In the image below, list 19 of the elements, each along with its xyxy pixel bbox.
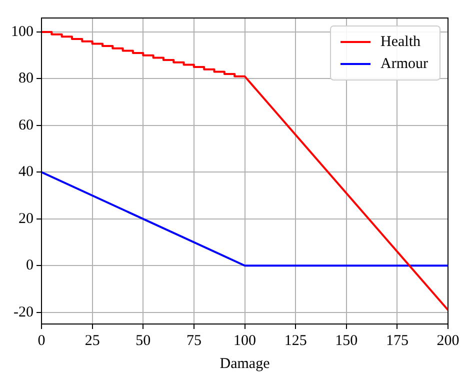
x-tick-label: 0 (38, 332, 46, 349)
x-tick-label: 175 (386, 332, 408, 349)
x-tick-label: 50 (136, 332, 151, 349)
x-axis-title: Damage (220, 356, 270, 372)
legend-label: Health (380, 34, 421, 50)
y-tick-label: 40 (18, 164, 34, 180)
y-tick-label: 0 (26, 258, 34, 274)
y-tick-label: 80 (18, 70, 34, 87)
legend-label: Armour (380, 56, 428, 72)
x-tick-label: 75 (186, 332, 202, 349)
y-tick-label: -20 (14, 304, 34, 320)
y-tick-label: 60 (18, 117, 34, 134)
x-tick-label: 200 (436, 332, 460, 349)
y-tick-label: 100 (11, 24, 34, 40)
y-tick-label: 20 (18, 210, 34, 227)
x-tick-label: 125 (284, 332, 307, 349)
x-tick-label: 100 (234, 332, 256, 349)
x-tick-label: 150 (335, 332, 358, 349)
x-tick-label: 25 (84, 332, 100, 349)
